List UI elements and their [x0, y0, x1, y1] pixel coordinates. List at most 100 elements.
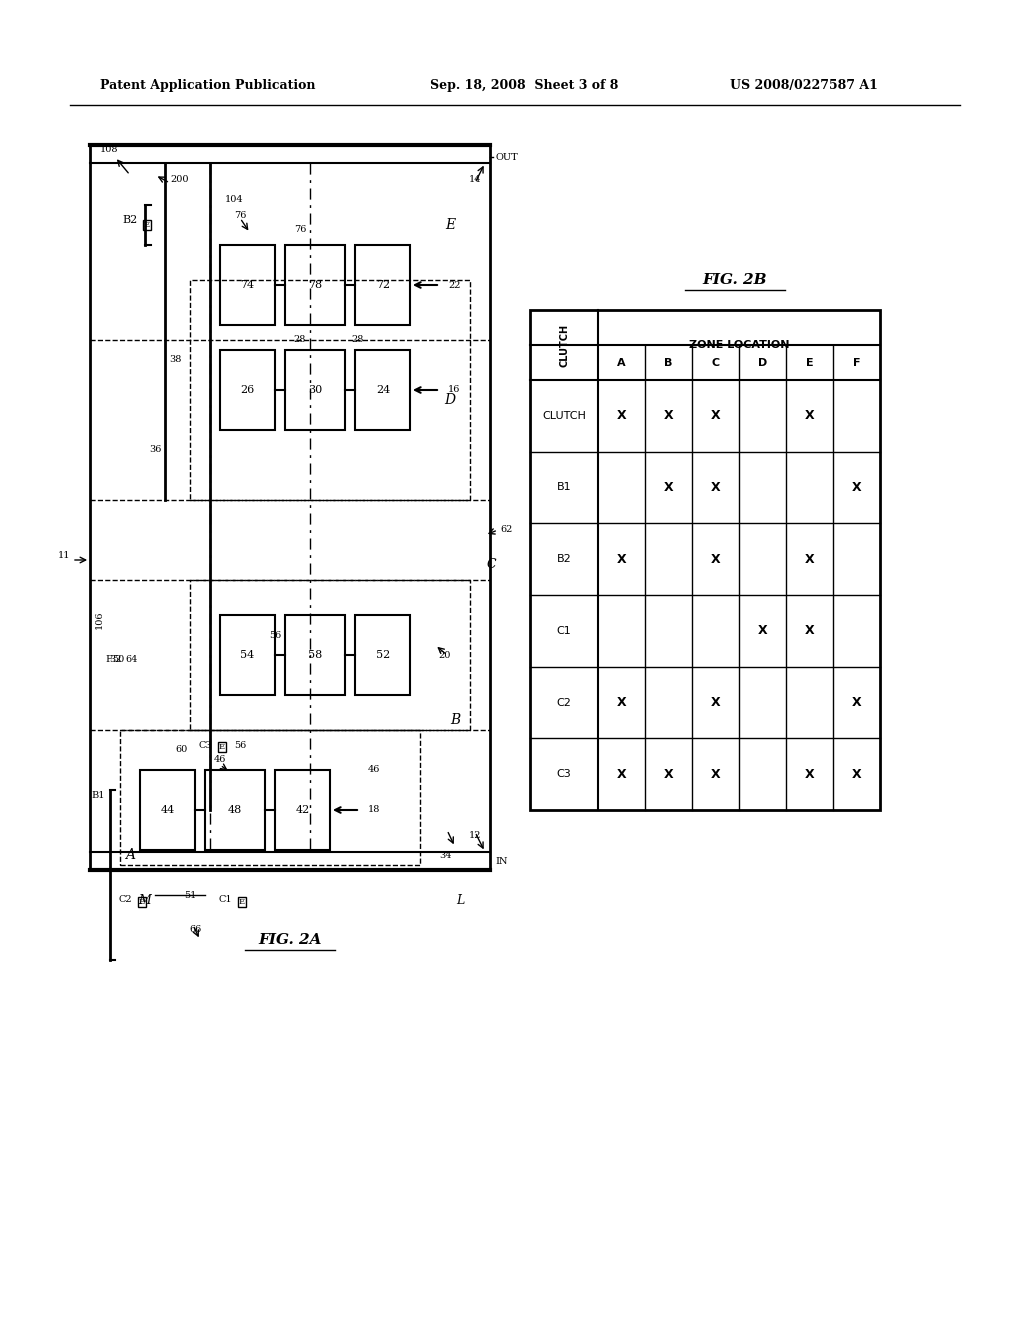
Text: X: X — [805, 553, 814, 566]
Text: 74: 74 — [240, 280, 254, 290]
Text: C: C — [487, 558, 497, 572]
Text: 32: 32 — [109, 656, 121, 664]
Text: C2: C2 — [557, 697, 571, 708]
Text: D: D — [758, 358, 767, 367]
Text: 64: 64 — [125, 656, 137, 664]
Text: B: B — [450, 713, 460, 727]
Text: 20: 20 — [439, 651, 452, 660]
Text: E: E — [139, 898, 145, 906]
Text: 52: 52 — [376, 649, 390, 660]
Text: 76: 76 — [233, 210, 246, 219]
Text: E: E — [806, 358, 813, 367]
Text: C: C — [712, 358, 720, 367]
Text: X: X — [711, 696, 720, 709]
Text: 44: 44 — [161, 805, 175, 814]
Text: 38: 38 — [169, 355, 181, 364]
Text: M: M — [138, 894, 152, 907]
Text: B: B — [665, 358, 673, 367]
Text: 48: 48 — [228, 805, 242, 814]
Text: X: X — [852, 696, 861, 709]
Text: 28: 28 — [352, 335, 365, 345]
Text: C1: C1 — [557, 626, 571, 636]
Bar — [190, 579, 470, 730]
Text: FIG. 2A: FIG. 2A — [258, 933, 322, 946]
Text: B2: B2 — [557, 554, 571, 564]
Text: F: F — [105, 656, 112, 664]
Bar — [220, 615, 275, 696]
Bar — [530, 310, 880, 810]
Text: 54: 54 — [240, 649, 254, 660]
Text: 200: 200 — [170, 176, 188, 185]
Text: Sep. 18, 2008  Sheet 3 of 8: Sep. 18, 2008 Sheet 3 of 8 — [430, 78, 618, 91]
Bar — [355, 615, 410, 696]
Bar — [120, 730, 420, 865]
Text: 108: 108 — [100, 145, 119, 154]
Text: X: X — [805, 624, 814, 638]
Text: A: A — [617, 358, 626, 367]
Text: E: E — [144, 220, 151, 228]
Text: FIG. 2B: FIG. 2B — [702, 273, 767, 286]
Text: X: X — [664, 409, 674, 422]
Text: 50: 50 — [112, 656, 124, 664]
Bar — [285, 350, 345, 430]
Text: 56: 56 — [233, 741, 246, 750]
Text: 60: 60 — [176, 746, 188, 755]
Bar — [355, 350, 410, 430]
Text: 30: 30 — [308, 385, 323, 395]
Bar — [205, 770, 265, 850]
Text: IN: IN — [495, 857, 508, 866]
Text: E: E — [445, 218, 455, 232]
Text: 104: 104 — [225, 195, 244, 205]
Text: OUT: OUT — [495, 153, 518, 161]
Text: L: L — [456, 894, 464, 907]
Bar — [140, 770, 195, 850]
Text: 51: 51 — [184, 891, 197, 899]
Text: E: E — [219, 743, 225, 751]
Bar — [285, 615, 345, 696]
Text: X: X — [711, 480, 720, 494]
Bar — [90, 145, 490, 870]
Text: B1: B1 — [557, 483, 571, 492]
Text: X: X — [664, 768, 674, 780]
Bar — [190, 280, 470, 500]
Text: X: X — [711, 553, 720, 566]
Bar — [285, 246, 345, 325]
Text: 46: 46 — [214, 755, 226, 764]
Text: B2: B2 — [123, 215, 137, 224]
Text: X: X — [616, 768, 627, 780]
Text: B1: B1 — [91, 791, 104, 800]
Text: X: X — [805, 768, 814, 780]
Text: 62: 62 — [500, 525, 512, 535]
Text: 76: 76 — [294, 226, 306, 235]
Text: 12: 12 — [469, 830, 481, 840]
Text: X: X — [711, 768, 720, 780]
Text: 16: 16 — [449, 385, 461, 395]
Text: X: X — [852, 480, 861, 494]
Text: 11: 11 — [57, 550, 70, 560]
Text: C3: C3 — [557, 770, 571, 779]
Text: 24: 24 — [376, 385, 390, 395]
Text: CLUTCH: CLUTCH — [542, 411, 586, 421]
Text: F: F — [853, 358, 860, 367]
Text: US 2008/0227587 A1: US 2008/0227587 A1 — [730, 78, 878, 91]
Text: C1: C1 — [218, 895, 231, 904]
Text: X: X — [616, 409, 627, 422]
Bar — [355, 246, 410, 325]
Text: 28: 28 — [294, 335, 306, 345]
Text: A: A — [125, 847, 135, 862]
Text: X: X — [852, 768, 861, 780]
Text: X: X — [616, 553, 627, 566]
Text: CLUTCH: CLUTCH — [559, 323, 569, 367]
Text: 58: 58 — [308, 649, 323, 660]
Text: 36: 36 — [148, 446, 161, 454]
Text: C2: C2 — [118, 895, 132, 904]
Text: X: X — [711, 409, 720, 422]
Text: C3: C3 — [199, 741, 212, 750]
Text: ZONE LOCATION: ZONE LOCATION — [689, 341, 790, 350]
Bar — [275, 770, 330, 850]
Text: 78: 78 — [308, 280, 323, 290]
Text: X: X — [664, 480, 674, 494]
Text: X: X — [616, 696, 627, 709]
Text: 106: 106 — [95, 611, 104, 630]
Bar — [220, 246, 275, 325]
